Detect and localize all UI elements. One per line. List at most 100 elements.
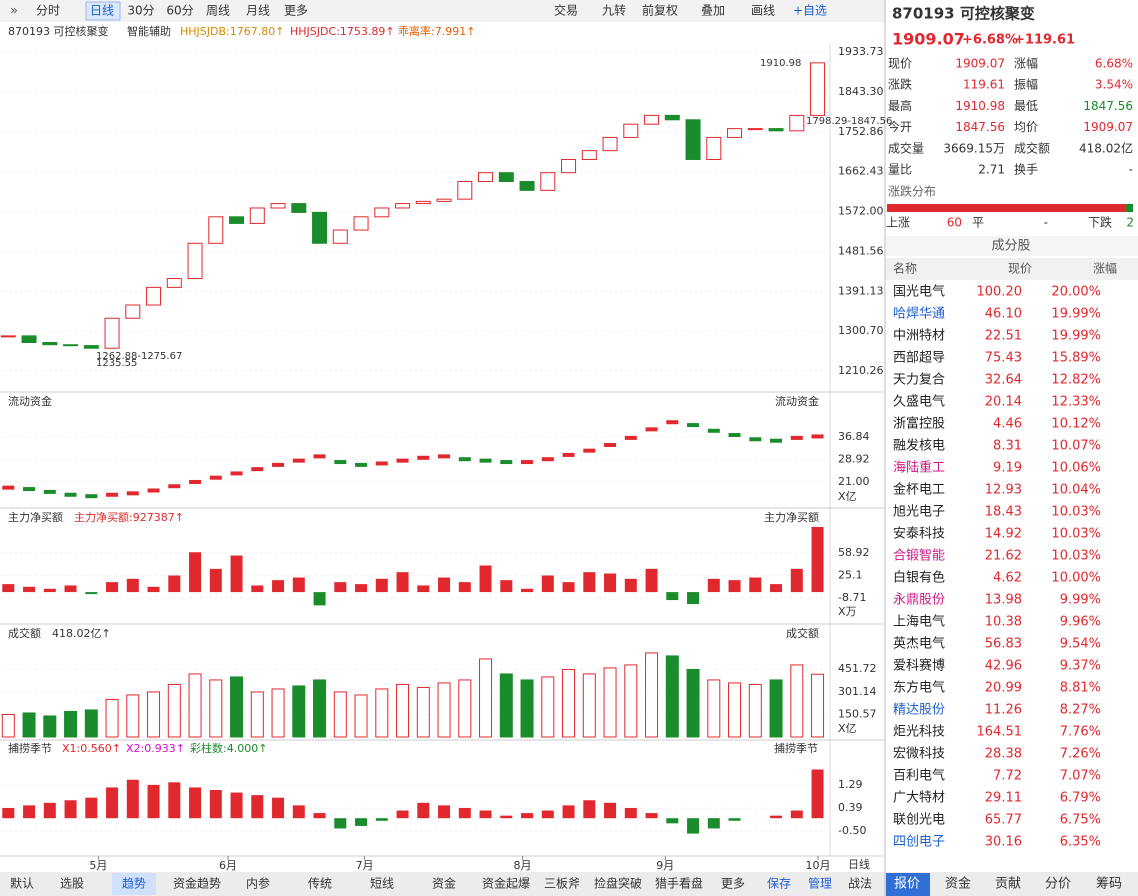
- stock-name[interactable]: 哈焊华通: [893, 306, 945, 322]
- quote-label: 振幅: [1014, 77, 1038, 92]
- candle: [229, 216, 245, 224]
- toolbar-button[interactable]: 交易: [554, 3, 578, 18]
- net-bar: [168, 575, 181, 593]
- toolbar-button[interactable]: 九转: [602, 3, 626, 18]
- flow-dot: [251, 467, 264, 472]
- stock-name[interactable]: 精达股份: [893, 703, 945, 718]
- bottom-tab[interactable]: 更多: [721, 877, 745, 891]
- flow-dot: [375, 461, 388, 466]
- bottom-tab[interactable]: 筹码: [1096, 876, 1122, 892]
- bottom-tab[interactable]: 资金起爆: [482, 876, 530, 891]
- stock-name[interactable]: 合锻智能: [893, 549, 945, 564]
- stock-name[interactable]: 天力复合: [893, 373, 945, 388]
- bottom-tab[interactable]: 分价: [1045, 877, 1071, 892]
- bottom-tab[interactable]: 资金: [432, 876, 456, 891]
- stock-price: 65.77: [985, 813, 1022, 828]
- toolbar-button[interactable]: 更多: [284, 4, 308, 18]
- y-tick-label: 301.14: [838, 685, 877, 698]
- stock-name[interactable]: 金杯电工: [893, 482, 945, 498]
- stock-name[interactable]: 永鼎股份: [893, 593, 945, 608]
- bottom-tab[interactable]: 选股: [60, 877, 84, 891]
- price-annotation: 1262.88-1275.67: [96, 351, 182, 362]
- bottom-tab[interactable]: 三板斧: [544, 877, 580, 891]
- bottom-tab[interactable]: 内参: [246, 876, 270, 891]
- volume-bar: [375, 688, 389, 738]
- stock-name[interactable]: 旭光电子: [893, 505, 945, 520]
- bottom-tab[interactable]: 捡盘突破: [594, 876, 642, 891]
- bottom-tab[interactable]: 资金趋势: [173, 876, 221, 891]
- y-tick-label: -8.71: [838, 591, 866, 604]
- y-tick-label: 1391.13: [838, 284, 884, 297]
- stock-name[interactable]: 海陆重工: [893, 460, 945, 476]
- stock-name[interactable]: 英杰电气: [893, 636, 945, 652]
- net-bar: [106, 582, 119, 593]
- toolbar-button[interactable]: 月线: [246, 4, 270, 18]
- dist-label: 平: [972, 216, 984, 230]
- bottom-tab[interactable]: 管理: [808, 876, 832, 891]
- bottom-tab[interactable]: 趋势: [122, 877, 146, 891]
- net-bar: [562, 582, 575, 593]
- stock-name[interactable]: 国光电气: [893, 284, 945, 300]
- period-label[interactable]: 日线: [848, 857, 870, 871]
- toolbar-button[interactable]: 画线: [751, 4, 775, 18]
- y-tick-label: 1210.26: [838, 364, 884, 377]
- bottom-tab[interactable]: 传统: [308, 876, 332, 891]
- y-tick-label: 1933.73: [838, 45, 884, 58]
- stock-name[interactable]: 四创电子: [893, 835, 945, 850]
- stock-change: 10.06%: [1051, 461, 1101, 476]
- bottom-tab[interactable]: 战法: [848, 877, 872, 891]
- y-tick-label: 150.57: [838, 707, 877, 720]
- stock-name[interactable]: 广大特材: [893, 791, 945, 806]
- stock-name[interactable]: 浙富控股: [893, 416, 945, 432]
- net-bar: [770, 584, 783, 593]
- bottom-tab[interactable]: 报价: [894, 877, 920, 892]
- stock-name[interactable]: 百利电气: [893, 768, 945, 784]
- bottom-tab[interactable]: 猎手看盘: [655, 876, 703, 891]
- flow-dot: [562, 452, 575, 457]
- stock-name[interactable]: 西部超导: [893, 351, 945, 366]
- flow-dot: [604, 442, 617, 447]
- stock-name[interactable]: 中洲特材: [893, 329, 945, 344]
- stock-name[interactable]: 安泰科技: [893, 527, 945, 542]
- volume-bar: [416, 686, 430, 738]
- dist-down: [1125, 204, 1133, 212]
- toolbar-button[interactable]: 日线: [90, 4, 114, 18]
- bottom-tab[interactable]: 贡献: [995, 877, 1021, 892]
- capture-bar: [541, 810, 554, 819]
- flow-dot: [624, 435, 637, 440]
- toolbar-button[interactable]: 60分: [166, 4, 193, 18]
- candle: [208, 216, 224, 244]
- stock-name[interactable]: 融发核电: [893, 438, 945, 454]
- candle: [644, 114, 660, 125]
- capture-bar: [458, 807, 471, 819]
- dist-value: 60: [947, 216, 962, 230]
- toolbar-button[interactable]: 30分: [127, 4, 154, 18]
- bottom-tab[interactable]: 短线: [370, 877, 394, 891]
- stock-name[interactable]: 炬光科技: [893, 725, 945, 740]
- stock-name[interactable]: 宏微科技: [893, 747, 945, 762]
- stock-name[interactable]: 联创光电: [893, 813, 945, 828]
- collapse-icon[interactable]: »: [10, 4, 18, 19]
- volume-bar: [582, 673, 596, 738]
- toolbar-button[interactable]: 周线: [206, 4, 230, 18]
- stock-name[interactable]: 东方电气: [893, 680, 945, 696]
- stock-name[interactable]: 久盛电气: [893, 394, 945, 410]
- bottom-tab[interactable]: 资金: [945, 876, 971, 892]
- net-bar: [147, 586, 160, 593]
- toolbar-button[interactable]: 分时: [36, 4, 60, 18]
- stock-change: 10.07%: [1051, 439, 1101, 454]
- stock-name[interactable]: 白银有色: [893, 570, 945, 586]
- stock-change: 19.99%: [1051, 329, 1101, 344]
- stock-change: 12.82%: [1051, 373, 1101, 388]
- quote-value: 1847.56: [955, 120, 1005, 134]
- bottom-tab[interactable]: 保存: [767, 877, 791, 891]
- toolbar-button[interactable]: 叠加: [701, 4, 725, 18]
- stock-name[interactable]: 上海电气: [893, 614, 945, 630]
- toolbar-button[interactable]: 前复权: [642, 3, 678, 18]
- stock-name[interactable]: 爱科赛博: [893, 658, 945, 674]
- quote-label: 现价: [888, 57, 912, 71]
- bottom-tab[interactable]: 默认: [10, 876, 34, 891]
- toolbar-button[interactable]: +自选: [793, 4, 827, 18]
- net-bar: [375, 578, 388, 593]
- y-tick-label: 58.92: [838, 546, 870, 559]
